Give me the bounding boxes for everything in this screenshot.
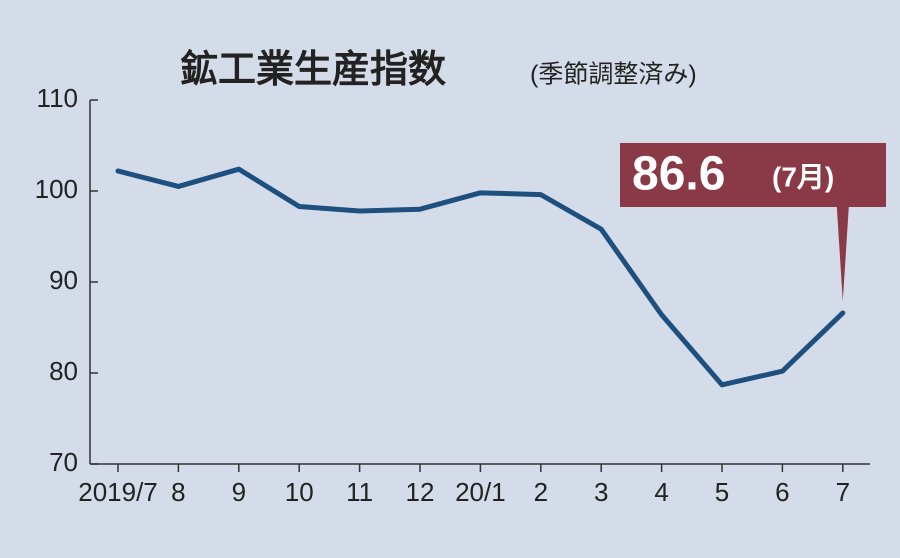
chart-subtitle: (季節調整済み) [530,61,697,89]
y-tick-label: 80 [49,356,78,386]
series-line [115,166,846,388]
y-tick-label: 110 [37,83,78,113]
x-tick-label: 11 [346,477,373,507]
x-tick-label: 10 [285,477,314,507]
x-tick-label: 6 [775,477,789,507]
x-tick-label: 12 [406,477,435,507]
y-tick-label: 70 [49,447,78,477]
x-tick-label: 2019/7 [78,477,158,507]
x-tick-label: 9 [232,477,246,507]
x-tick-label: 4 [654,477,668,507]
chart-title: 鉱工業生産指数 [180,48,446,91]
y-tick-label: 90 [49,265,78,295]
x-tick-label: 2 [534,477,548,507]
x-tick-label: 7 [836,477,850,507]
x-tick-label: 5 [715,477,729,507]
annotation-box [620,143,886,301]
annotation-note: (7月) [772,161,834,192]
value-label: 86.6 [632,148,725,201]
x-tick-label: 20/1 [455,477,506,507]
y-tick-label: 100 [35,174,78,204]
x-tick-label: 3 [594,477,608,507]
x-tick-label: 8 [171,477,185,507]
